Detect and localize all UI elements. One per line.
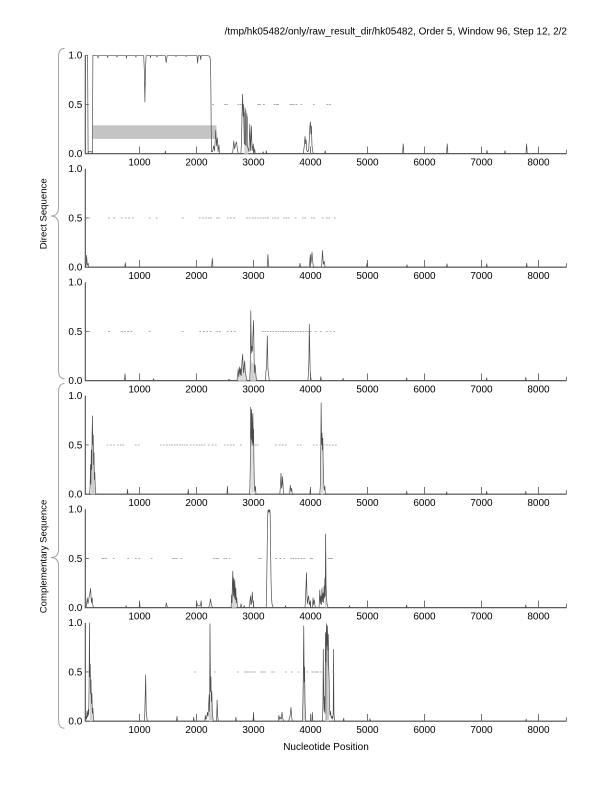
svg-text:1000: 1000 [128,725,151,736]
svg-text:2000: 2000 [185,612,208,623]
svg-text:1.0: 1.0 [68,51,82,62]
svg-text:4000: 4000 [299,612,322,623]
svg-text:0.5: 0.5 [68,440,82,451]
svg-text:6000: 6000 [413,158,436,169]
svg-text:1.0: 1.0 [68,164,82,175]
svg-text:4000: 4000 [299,271,322,282]
svg-text:1.0: 1.0 [68,278,82,289]
svg-text:1000: 1000 [128,612,151,623]
svg-text:0.0: 0.0 [68,490,82,501]
svg-text:2000: 2000 [185,498,208,509]
svg-text:0.5: 0.5 [68,213,82,224]
svg-text:7000: 7000 [470,725,493,736]
svg-text:2000: 2000 [185,158,208,169]
svg-text:1000: 1000 [128,271,151,282]
svg-text:2000: 2000 [185,725,208,736]
svg-text:0.5: 0.5 [68,100,82,111]
svg-text:Nucleotide Position: Nucleotide Position [283,742,369,753]
svg-text:1000: 1000 [128,498,151,509]
svg-text:0.0: 0.0 [68,263,82,274]
svg-text:8000: 8000 [527,612,550,623]
svg-text:6000: 6000 [413,498,436,509]
svg-text:0.0: 0.0 [68,717,82,728]
svg-text:7000: 7000 [470,612,493,623]
svg-text:4000: 4000 [299,158,322,169]
svg-text:4000: 4000 [299,725,322,736]
svg-text:8000: 8000 [527,498,550,509]
svg-text:0.0: 0.0 [68,149,82,160]
svg-text:6000: 6000 [413,271,436,282]
svg-text:1.0: 1.0 [68,505,82,516]
svg-text:8000: 8000 [527,385,550,396]
svg-text:3000: 3000 [242,498,265,509]
svg-text:4000: 4000 [299,498,322,509]
svg-text:0.0: 0.0 [68,603,82,614]
svg-text:0.5: 0.5 [68,327,82,338]
svg-text:3000: 3000 [242,725,265,736]
svg-text:4000: 4000 [299,385,322,396]
svg-text:1000: 1000 [128,158,151,169]
svg-text:5000: 5000 [356,385,379,396]
svg-text:3000: 3000 [242,271,265,282]
svg-text:Complementary Sequence: Complementary Sequence [39,500,50,614]
svg-text:1000: 1000 [128,385,151,396]
svg-text:3000: 3000 [242,385,265,396]
svg-text:7000: 7000 [470,385,493,396]
svg-text:1.0: 1.0 [68,391,82,402]
svg-text:1.0: 1.0 [68,618,82,629]
svg-text:7000: 7000 [470,498,493,509]
svg-text:2000: 2000 [185,385,208,396]
svg-text:Direct Sequence: Direct Sequence [39,178,50,249]
svg-text:8000: 8000 [527,158,550,169]
svg-text:5000: 5000 [356,271,379,282]
svg-text:8000: 8000 [527,271,550,282]
svg-text:6000: 6000 [413,385,436,396]
svg-text:2000: 2000 [185,271,208,282]
svg-text:3000: 3000 [242,612,265,623]
svg-text:5000: 5000 [356,725,379,736]
svg-text:5000: 5000 [356,158,379,169]
svg-text:7000: 7000 [470,158,493,169]
svg-text:5000: 5000 [356,612,379,623]
svg-text:6000: 6000 [413,612,436,623]
svg-text:6000: 6000 [413,725,436,736]
svg-text:3000: 3000 [242,158,265,169]
svg-text:0.5: 0.5 [68,667,82,678]
svg-text:0.5: 0.5 [68,554,82,565]
svg-text:0.0: 0.0 [68,376,82,387]
svg-text:/tmp/hk05482/only/raw_result_d: /tmp/hk05482/only/raw_result_dir/hk05482… [225,26,568,37]
svg-text:8000: 8000 [527,725,550,736]
svg-text:5000: 5000 [356,498,379,509]
svg-text:7000: 7000 [470,271,493,282]
